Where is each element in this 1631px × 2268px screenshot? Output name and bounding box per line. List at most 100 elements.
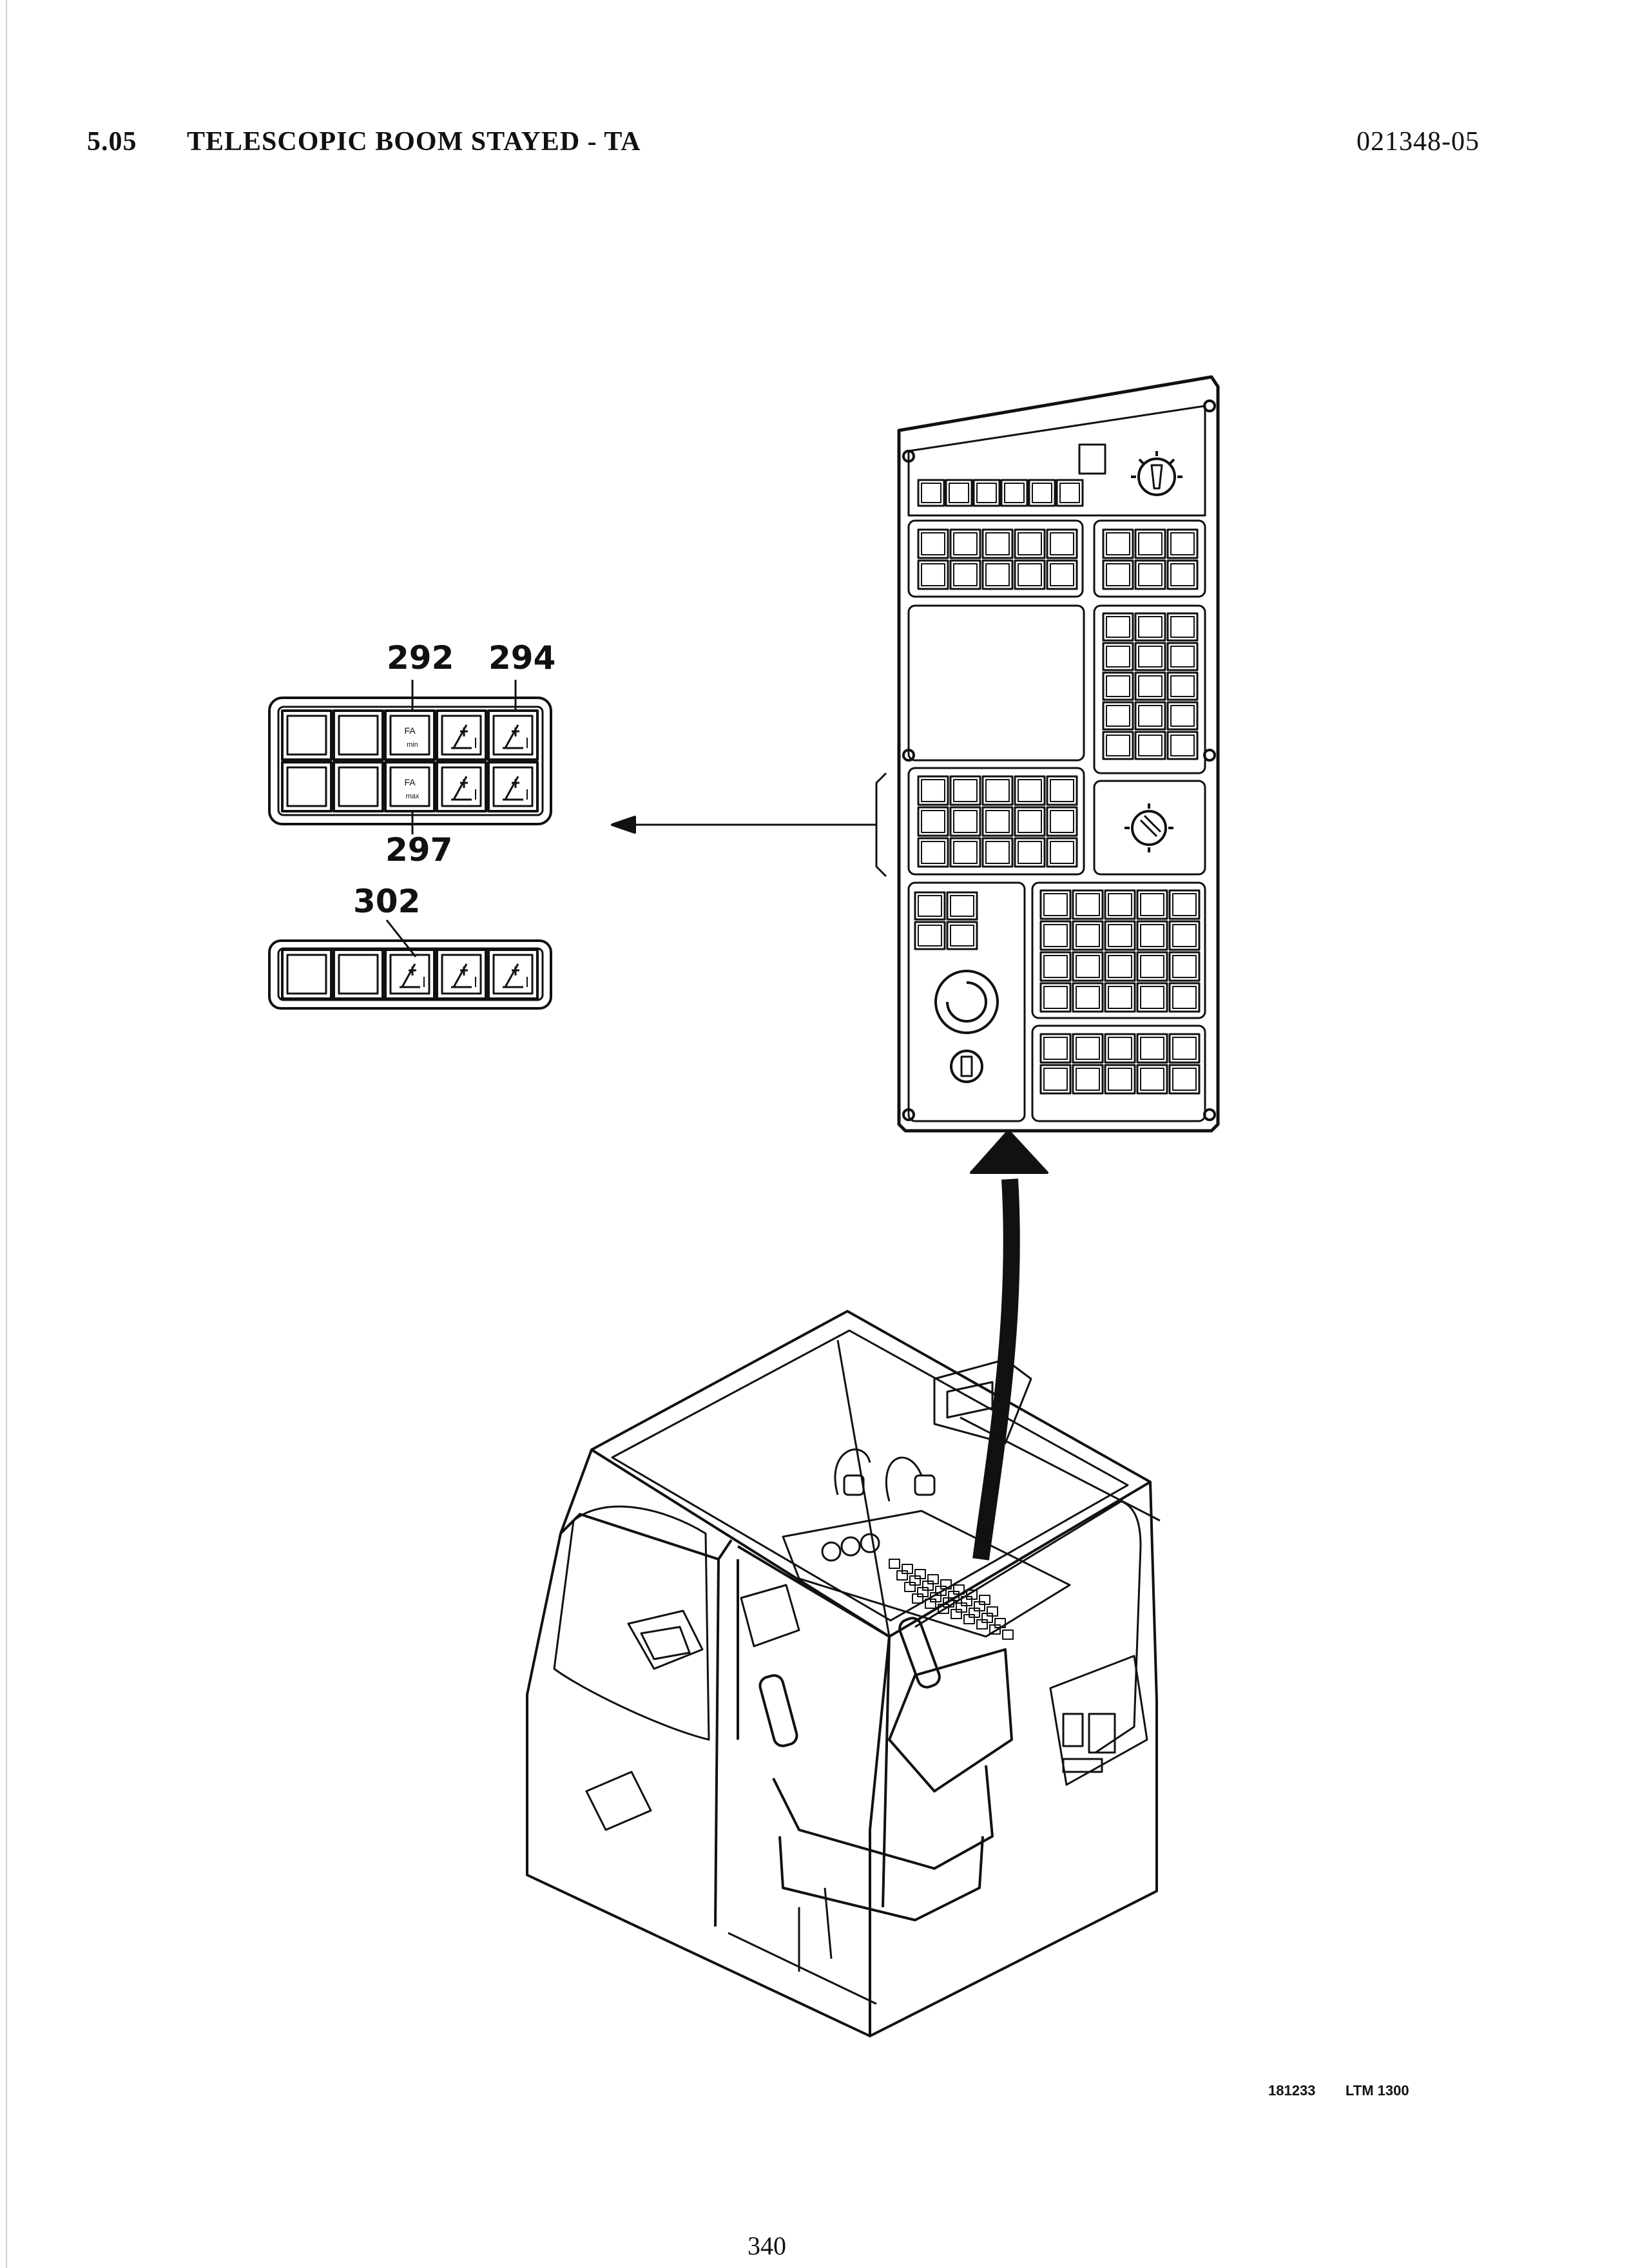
- panel-key: [1046, 806, 1078, 837]
- callout-294: 294: [488, 639, 556, 677]
- crane-operator-cab: [526, 1310, 1161, 2037]
- panel-key: [1134, 701, 1166, 731]
- key-switch-icon: [950, 1050, 983, 1083]
- panel-key: [1046, 837, 1078, 868]
- panel-key: [1039, 951, 1072, 982]
- panel-key: [949, 806, 981, 837]
- panel-key: [981, 837, 1014, 868]
- section-number: 5.05: [87, 127, 137, 157]
- cab-console-key: [904, 1582, 916, 1592]
- key-panel-lower: [268, 939, 552, 1010]
- panel-key: [945, 479, 973, 507]
- panel-key: [281, 761, 333, 812]
- panel-key: [436, 948, 487, 1000]
- panel-key: [949, 559, 981, 590]
- cab-console-key: [976, 1619, 988, 1629]
- panel-key: [1072, 889, 1104, 920]
- panel-key: FA min: [384, 709, 436, 761]
- panel-key: [981, 559, 1014, 590]
- callout-292: 292: [387, 639, 454, 677]
- panel-key: [1046, 559, 1078, 590]
- panel-key: [1102, 559, 1134, 590]
- control-panel: [897, 375, 1220, 1133]
- panel-key: [1072, 1033, 1104, 1064]
- cab-console-key: [938, 1604, 949, 1614]
- panel-key: [1134, 612, 1166, 642]
- panel-key: [1102, 642, 1134, 671]
- panel-key: [1166, 559, 1199, 590]
- panel-key: [914, 891, 946, 921]
- panel-key: [281, 709, 333, 761]
- document-code: 021348-05: [1356, 127, 1480, 157]
- panel-key: [972, 479, 1001, 507]
- boom-angle-symbol-icon: [400, 963, 425, 988]
- panel-key: [1166, 731, 1199, 760]
- panel-key: [1000, 479, 1028, 507]
- panel-key: [333, 761, 384, 812]
- panel-key: [1166, 671, 1199, 701]
- panel-key: [946, 921, 978, 950]
- panel-key: [1134, 528, 1166, 559]
- emergency-stop-icon: [934, 970, 999, 1034]
- panel-key: [1072, 920, 1104, 951]
- panel-key: [436, 761, 487, 812]
- boom-angle-symbol-icon: [503, 963, 528, 988]
- panel-key: [1168, 889, 1201, 920]
- boom-angle-symbol-icon: [451, 776, 476, 801]
- panel-key: [1136, 1033, 1168, 1064]
- panel-key: [1028, 479, 1056, 507]
- panel-key: [1104, 889, 1136, 920]
- panel-key: [1014, 775, 1046, 806]
- panel-key: [1102, 671, 1134, 701]
- cab-console-key: [951, 1609, 962, 1619]
- panel-key: [1166, 642, 1199, 671]
- panel-key: [1039, 982, 1072, 1013]
- panel-key: [917, 837, 949, 868]
- display-screen: [907, 604, 1085, 762]
- panel-key: [949, 528, 981, 559]
- rotary-knob-middle-icon: [1124, 803, 1173, 852]
- panel-key: [1014, 837, 1046, 868]
- leader-302: [385, 919, 417, 957]
- panel-key: [1168, 951, 1201, 982]
- panel-key: [1072, 1064, 1104, 1095]
- panel-key: FA max: [384, 761, 436, 812]
- panel-key: [981, 775, 1014, 806]
- curved-arrow-to-panel: [970, 1129, 1048, 1561]
- panel-key: [1039, 1033, 1072, 1064]
- panel-key: [1166, 701, 1199, 731]
- panel-key: [333, 709, 384, 761]
- panel-key: [1134, 671, 1166, 701]
- fa-key-label: FA: [404, 777, 416, 787]
- panel-key: [1072, 951, 1104, 982]
- panel-key: [917, 528, 949, 559]
- panel-key: [1102, 731, 1134, 760]
- panel-key: [1046, 528, 1078, 559]
- cab-console-key: [896, 1570, 908, 1581]
- panel-key: [1136, 951, 1168, 982]
- panel-key: [1102, 612, 1134, 642]
- panel-key: [1136, 982, 1168, 1013]
- drawing-number: 181233: [1268, 2082, 1316, 2099]
- panel-key: [1168, 1064, 1201, 1095]
- model-designation: LTM 1300: [1346, 2082, 1409, 2099]
- panel-key: [1102, 701, 1134, 731]
- panel-key: [1134, 731, 1166, 760]
- panel-key: [949, 775, 981, 806]
- panel-key: [1166, 612, 1199, 642]
- panel-key: [1168, 920, 1201, 951]
- panel-key: [487, 761, 539, 812]
- panel-key: [1104, 982, 1136, 1013]
- boom-angle-symbol-icon: [503, 724, 528, 749]
- panel-key: [1072, 982, 1104, 1013]
- panel-key: [1168, 982, 1201, 1013]
- panel-key: [1136, 1064, 1168, 1095]
- panel-key: [946, 891, 978, 921]
- panel-key: [914, 921, 946, 950]
- cab-console-key: [925, 1599, 936, 1609]
- boom-angle-symbol-icon: [451, 724, 476, 749]
- panel-key: [949, 837, 981, 868]
- panel-key: [1104, 951, 1136, 982]
- panel-key: [1014, 806, 1046, 837]
